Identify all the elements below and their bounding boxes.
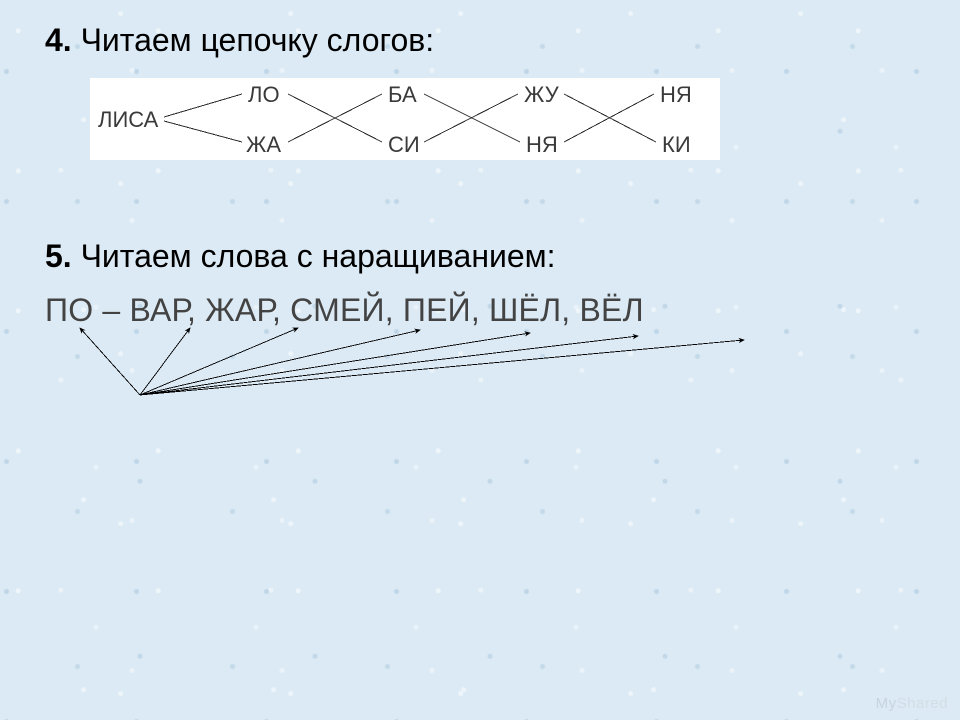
watermark-right: Shared <box>897 695 948 712</box>
watermark: MyShared <box>876 695 948 712</box>
slide: 4. Читаем цепочку слогов: ЛИСАЛОЖАБАСИЖУ… <box>0 0 960 720</box>
watermark-left: My <box>876 695 897 712</box>
task5-arrows <box>0 0 960 500</box>
